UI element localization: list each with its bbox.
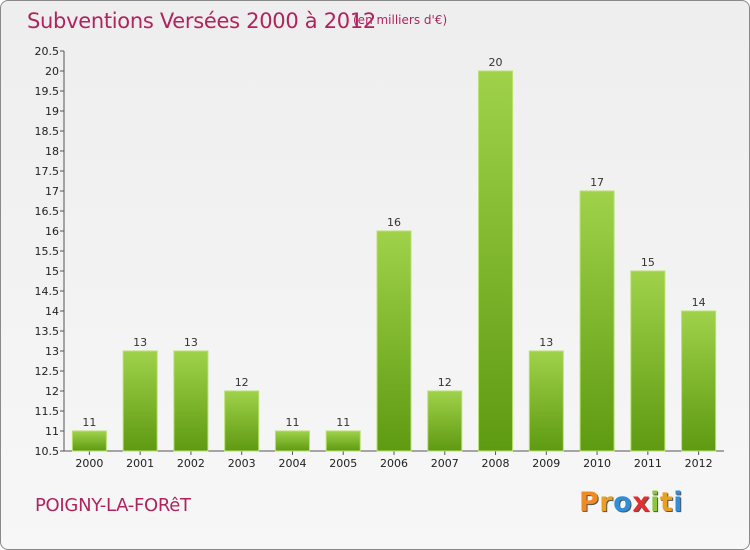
y-tick-label: 13.5 <box>35 325 60 338</box>
value-label-2009: 13 <box>539 336 553 349</box>
value-label-2002: 13 <box>184 336 198 349</box>
value-label-2011: 15 <box>641 256 655 269</box>
bar-2000 <box>71 430 107 452</box>
y-tick-label: 11.5 <box>35 405 60 418</box>
value-label-2005: 11 <box>336 416 350 429</box>
y-tick-label: 10.5 <box>35 445 60 458</box>
y-tick-label: 15 <box>45 265 59 278</box>
bar-2006 <box>376 230 412 452</box>
value-label-2007: 12 <box>438 376 452 389</box>
bar-2004 <box>274 430 310 452</box>
y-tick-label: 15.5 <box>35 245 60 258</box>
bar-2009 <box>528 350 564 452</box>
x-tick-label-2012: 2012 <box>685 457 713 470</box>
logo-letter: r <box>599 487 614 518</box>
y-tick-label: 20.5 <box>35 45 60 58</box>
bar-2002 <box>173 350 209 452</box>
x-tick-label-2000: 2000 <box>75 457 103 470</box>
bar-2003 <box>224 390 260 452</box>
y-tick-label: 19 <box>45 105 59 118</box>
x-tick-label-2011: 2011 <box>634 457 662 470</box>
bar-2007 <box>427 390 463 452</box>
bar-2008 <box>478 70 514 452</box>
y-tick-label: 12.5 <box>35 365 60 378</box>
x-tick-label-2006: 2006 <box>380 457 408 470</box>
x-tick-label-2008: 2008 <box>482 457 510 470</box>
y-tick-label: 12 <box>45 385 59 398</box>
y-tick-label: 14.5 <box>35 285 60 298</box>
x-tick-label-2004: 2004 <box>278 457 306 470</box>
y-tick-label: 16 <box>45 225 59 238</box>
y-tick-label: 18.5 <box>35 125 60 138</box>
bar-2011 <box>630 270 666 452</box>
logo-letter: i <box>650 487 660 518</box>
y-tick-label: 17.5 <box>35 165 60 178</box>
bar-2001 <box>122 350 158 452</box>
commune-name: POIGNY-LA-FORêT <box>35 495 191 516</box>
y-tick-label: 17 <box>45 185 59 198</box>
y-tick-label: 16.5 <box>35 205 60 218</box>
x-tick-label-2003: 2003 <box>228 457 256 470</box>
value-label-2003: 12 <box>235 376 249 389</box>
value-label-2000: 11 <box>82 416 96 429</box>
value-label-2010: 17 <box>590 176 604 189</box>
y-tick-label: 13 <box>45 345 59 358</box>
chart-title: Subventions Versées 2000 à 2012 <box>27 9 376 33</box>
value-label-2006: 16 <box>387 216 401 229</box>
value-label-2008: 20 <box>489 56 503 69</box>
y-tick-label: 11 <box>45 425 59 438</box>
logo-letter: P <box>579 487 600 518</box>
value-label-2001: 13 <box>133 336 147 349</box>
bar-2012 <box>681 310 717 452</box>
value-label-2004: 11 <box>285 416 299 429</box>
bar-2010 <box>579 190 615 452</box>
x-tick-label-2009: 2009 <box>532 457 560 470</box>
logo-letter: o <box>613 487 633 518</box>
x-tick-label-2005: 2005 <box>329 457 357 470</box>
value-label-2012: 14 <box>692 296 706 309</box>
bar-2005 <box>325 430 361 452</box>
y-tick-label: 14 <box>45 305 59 318</box>
logo-letter: x <box>632 487 651 518</box>
proxiti-logo: Proxiti <box>579 487 683 518</box>
y-tick-label: 19.5 <box>35 85 60 98</box>
chart-subtitle: (en milliers d'€) <box>353 13 448 27</box>
y-tick-label: 18 <box>45 145 59 158</box>
logo-letter: t <box>659 487 674 518</box>
x-tick-label-2010: 2010 <box>583 457 611 470</box>
y-tick-label: 20 <box>45 65 59 78</box>
x-tick-label-2001: 2001 <box>126 457 154 470</box>
logo-letter: i <box>673 487 684 518</box>
x-tick-label-2007: 2007 <box>431 457 459 470</box>
x-tick-label-2002: 2002 <box>177 457 205 470</box>
